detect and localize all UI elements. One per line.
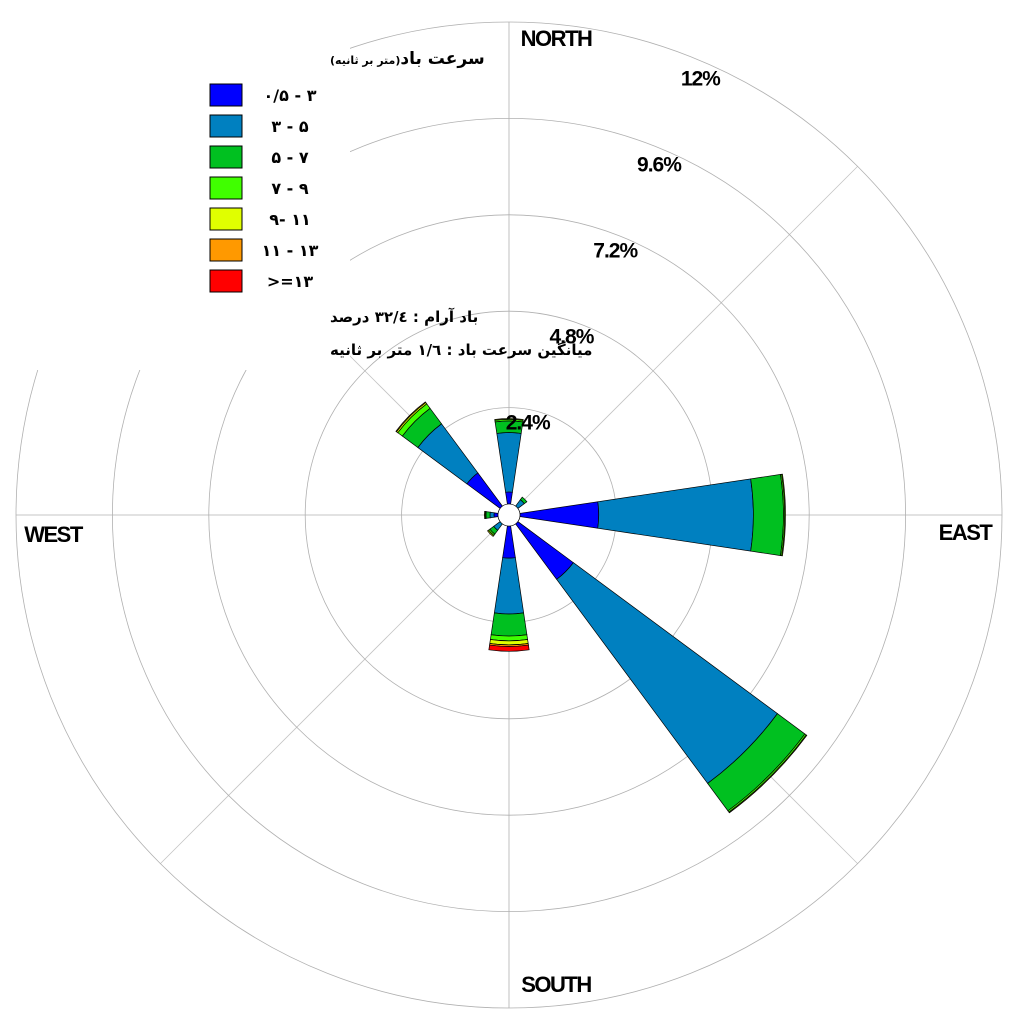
- petal-segment-sw: [487, 529, 495, 537]
- radial-tick-label: 9.6%: [637, 154, 682, 177]
- legend-background: [20, 0, 350, 370]
- petal-segment-s: [490, 612, 528, 637]
- petal-segment-e: [519, 501, 600, 529]
- legend-items: ۰/۵ - ۳ ۳ - ۵ ۵ - ۷ ۷ - ۹ ۹- ۱۱ ۱۱ - ۱۳ >=۱۳: [209, 83, 319, 293]
- petal-segment-ne: [519, 496, 528, 505]
- petal-segment-se: [515, 521, 574, 580]
- petal-segment-n: [494, 418, 524, 421]
- legend-label: ۷ - ۹: [271, 179, 309, 198]
- legend-label: ۰/۵ - ۳: [264, 86, 317, 105]
- petal-segment-w: [489, 511, 495, 519]
- legend-label: >=۱۳: [267, 272, 314, 291]
- legend-label: ۱۱ - ۱۳: [262, 241, 319, 260]
- petal-segment-s: [502, 525, 516, 559]
- petal-segment-e: [597, 478, 754, 552]
- radial-tick-label: 12%: [681, 68, 721, 91]
- legend-swatch: [209, 238, 243, 262]
- west-label: WEST: [24, 522, 84, 547]
- legend-swatch: [209, 145, 243, 169]
- calm-percentage-text: باد آرام : ۳۲/٤ درصد: [330, 308, 478, 326]
- grid-ring: [15, 21, 1003, 1009]
- legend-swatch: [209, 269, 243, 293]
- legend-label: ۳ - ۵: [271, 117, 309, 136]
- center-hole: [497, 503, 521, 527]
- petal-segment-w: [493, 512, 499, 518]
- legend-title-unit: (متر بر ثانیه): [330, 54, 400, 67]
- mean-speed-text: میانگین سرعت باد : ۱/٦ متر بر ثانیه: [330, 341, 592, 359]
- petal-segment-n: [505, 491, 513, 505]
- grid-ring: [111, 117, 907, 913]
- petal-segment-nw: [466, 472, 503, 509]
- north-label: NORTH: [521, 26, 592, 51]
- legend-swatch: [209, 207, 243, 231]
- petal-segment-se: [728, 734, 808, 814]
- grid-ring: [208, 214, 810, 816]
- legend-swatch: [209, 176, 243, 200]
- radial-tick-label: 4.8%: [550, 325, 595, 348]
- petal-segment-n: [496, 432, 522, 493]
- radial-tick-label: 7.2%: [593, 240, 638, 263]
- radial-tick-label: 2.4%: [506, 411, 551, 434]
- petal-segment-nw: [395, 401, 427, 433]
- petal-segment-s: [493, 557, 525, 615]
- petal-segment-e: [750, 474, 784, 556]
- legend-swatch: [209, 83, 243, 107]
- south-label: SOUTH: [521, 972, 591, 997]
- petal-segment-w: [485, 511, 491, 519]
- wind-petals: [395, 401, 808, 814]
- petal-segment-e: [781, 473, 786, 557]
- radial-tick-labels: 2.4% 4.8% 7.2% 9.6% 12%: [506, 68, 722, 435]
- petal-segment-s: [488, 644, 530, 652]
- east-label: EAST: [939, 520, 994, 545]
- legend-label: ۵ - ۷: [271, 148, 309, 167]
- legend: سرعت باد(متر بر ثانیه) ۰/۵ - ۳ ۳ - ۵ ۵ - ۷…: [209, 49, 592, 359]
- legend-label: ۹- ۱۱: [269, 210, 311, 229]
- petal-segment-w: [483, 510, 486, 520]
- legend-swatch: [209, 114, 243, 138]
- petal-segment-se: [556, 562, 778, 784]
- legend-title-main: سرعت باد: [400, 49, 484, 69]
- legend-title: سرعت باد(متر بر ثانیه): [330, 49, 485, 69]
